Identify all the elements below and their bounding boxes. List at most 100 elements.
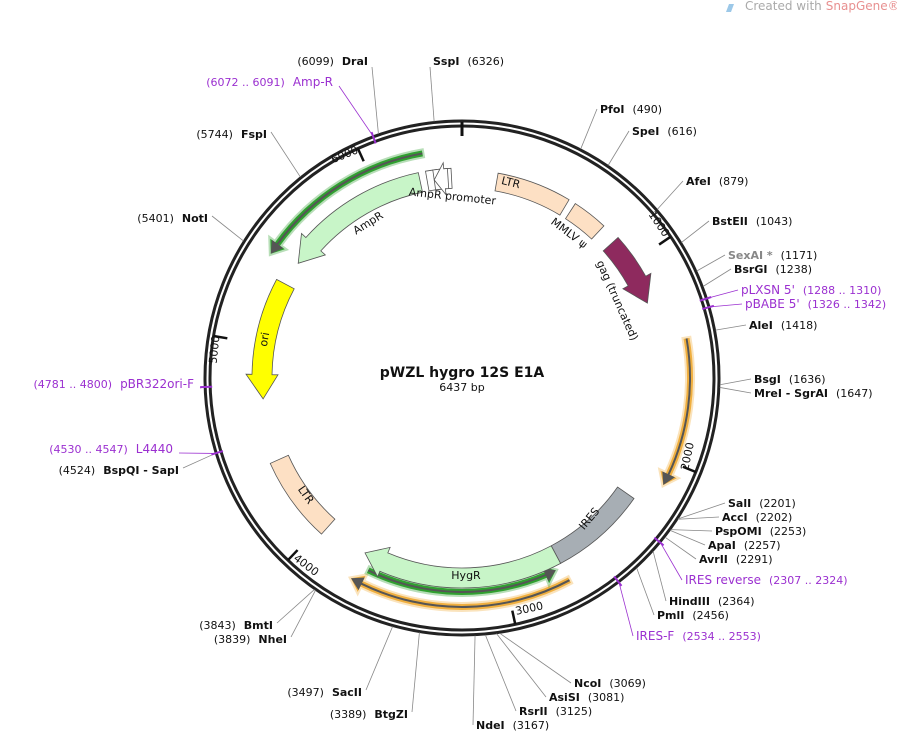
primer-range: (1326 .. 1342) (808, 298, 887, 311)
leader-line (715, 324, 747, 331)
enzyme-name: PmlI (657, 609, 684, 622)
primer-label: (4781 .. 4800) pBR322ori-F (34, 377, 195, 391)
primer-label: IRES-F (2534 .. 2553) (636, 629, 761, 643)
primer-label: IRES reverse (2307 .. 2324) (685, 573, 848, 587)
site-position: (3839) (214, 633, 251, 646)
site-position: (3389) (330, 708, 367, 721)
enzyme-name: SexAI * (728, 249, 773, 262)
enzyme-name: ApaI (708, 539, 736, 552)
enzyme-name: PspOMI (715, 525, 762, 538)
site-position: (1647) (836, 387, 873, 400)
site-label: AfeI (879) (686, 175, 748, 188)
feature-label: ori (257, 331, 272, 347)
primer-name: pBABE 5' (745, 297, 800, 311)
site-position: (879) (719, 175, 749, 188)
orange-strand (662, 338, 691, 485)
feature-arrow (494, 172, 570, 216)
scale-tick (511, 610, 517, 625)
enzyme-name: BstEII (712, 215, 748, 228)
leader-line (607, 130, 630, 166)
site-position: (616) (667, 125, 697, 138)
leader-line (719, 387, 752, 394)
scale-tick (213, 334, 228, 340)
leader-line (580, 108, 598, 150)
leader-line (496, 633, 547, 698)
leader-line (678, 502, 726, 520)
site-position: (3497) (287, 686, 324, 699)
leader-line (657, 180, 684, 210)
site-position: (6099) (297, 55, 334, 68)
enzyme-name: BtgZI (374, 708, 408, 721)
enzyme-name: BsgI (754, 373, 781, 386)
scale-tick (658, 235, 672, 246)
site-position: (1043) (756, 215, 793, 228)
primer-label: (4530 .. 4547) L4440 (49, 442, 173, 456)
enzyme-name: BmtI (244, 619, 273, 632)
site-label: PfoI (490) (600, 103, 662, 116)
site-label: (3389) BtgZI (330, 708, 408, 721)
leader-line (719, 378, 752, 386)
site-label: BstEII (1043) (712, 215, 792, 228)
primer-name: IRES reverse (685, 573, 761, 587)
site-position: (3125) (556, 705, 593, 718)
leader-line (696, 254, 726, 272)
feature-label: AmpR promoter (408, 185, 497, 207)
scale-label: 2000 (678, 441, 697, 471)
enzyme-name: BspQI - SapI (103, 464, 179, 477)
site-position: (1636) (789, 373, 826, 386)
leader-line (618, 582, 634, 637)
leader-line (664, 536, 697, 560)
site-position: (2253) (770, 525, 807, 538)
enzyme-name: SalI (728, 497, 751, 510)
site-position: (2456) (692, 609, 729, 622)
leader-line (290, 590, 316, 638)
site-label: AccI (2202) (722, 511, 792, 524)
site-position: (490) (633, 103, 663, 116)
primer-mark (211, 450, 224, 456)
watermark-prefix: Created with (745, 0, 822, 13)
enzyme-name: BsrGI (734, 263, 767, 276)
enzyme-name: SpeI (632, 125, 659, 138)
site-position: (5401) (137, 212, 174, 225)
primer-label: pBABE 5' (1326 .. 1342) (745, 297, 886, 311)
site-position: (2364) (718, 595, 755, 608)
leader-line (371, 66, 379, 134)
site-label: SspI (6326) (433, 55, 504, 68)
enzyme-name: MreI - SgrAI (754, 387, 828, 400)
enzyme-name: RsrII (519, 705, 548, 718)
primer-range: (2307 .. 2324) (769, 574, 848, 587)
primer-range: (4781 .. 4800) (34, 378, 113, 391)
leader-line (652, 551, 667, 602)
enzyme-name: NdeI (476, 719, 505, 732)
site-label: (3839) NheI (214, 633, 287, 646)
site-label: SalI (2201) (728, 497, 796, 510)
site-position: (1171) (781, 249, 818, 262)
site-position: (3069) (609, 677, 646, 690)
enzyme-name: AfeI (686, 175, 711, 188)
feature-arrow (602, 236, 652, 304)
site-label: PspOMI (2253) (715, 525, 806, 538)
enzyme-name: HindIII (669, 595, 710, 608)
site-position: (3843) (199, 619, 236, 632)
backbone-outer (203, 119, 721, 637)
primer-name: L4440 (136, 442, 173, 456)
green-strand (367, 568, 556, 593)
enzyme-name: FspI (241, 128, 267, 141)
site-label: BsrGI (1238) (734, 263, 812, 276)
site-position: (2291) (736, 553, 773, 566)
feature-label: HygR (451, 569, 481, 582)
feature-arrow (550, 486, 635, 564)
watermark-brand: SnapGene® (826, 0, 897, 13)
feature-arrow (564, 203, 605, 240)
primer-mark (613, 575, 623, 587)
site-label: HindIII (2364) (669, 595, 755, 608)
primer-name: pLXSN 5' (741, 283, 795, 297)
primer-label: pLXSN 5' (1288 .. 1310) (741, 283, 881, 297)
site-label: SexAI * (1171) (728, 249, 817, 262)
site-label: (5744) FspI (196, 128, 267, 141)
leader-line (365, 626, 393, 691)
site-label: (3497) SacII (287, 686, 362, 699)
leader-line (707, 289, 739, 299)
site-label: (5401) NotI (137, 212, 208, 225)
leader-line (681, 220, 710, 243)
